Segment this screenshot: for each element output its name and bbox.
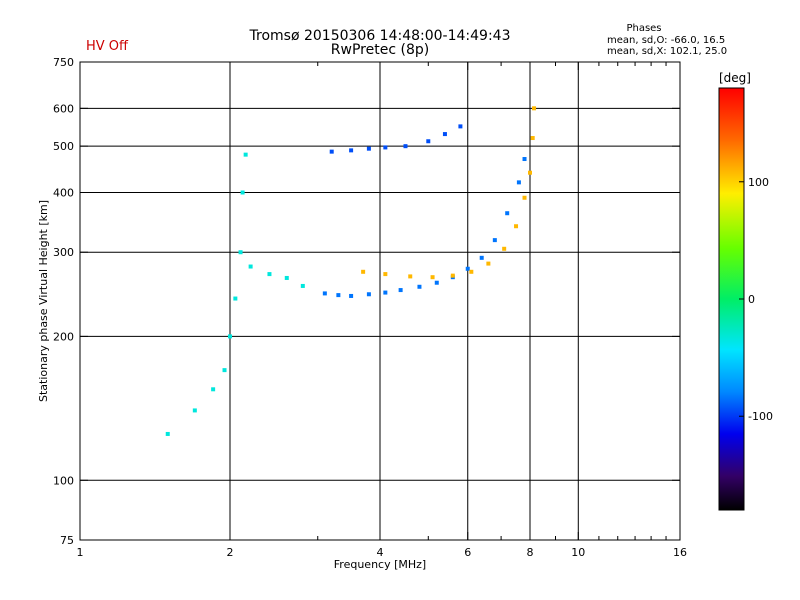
data-point — [233, 296, 238, 301]
axis-ticks: 1 2 4 6 8 10 16 75 100 200 300 400 500 600 750 — [53, 56, 687, 559]
data-point — [408, 274, 413, 279]
data-point — [300, 283, 305, 288]
y-axis-label: Stationary phase Virtual Height [km] — [37, 200, 50, 402]
y-tick-label: 75 — [60, 534, 74, 547]
data-point — [284, 275, 289, 280]
data-point — [361, 269, 366, 274]
data-point — [329, 149, 334, 154]
stats-heading: Phases — [626, 23, 661, 34]
data-point — [522, 195, 527, 200]
stats-o-mode: mean, sd,O: -66.0, 16.5 — [607, 35, 725, 46]
data-point — [240, 190, 245, 195]
data-point — [366, 292, 371, 297]
data-point — [492, 238, 497, 243]
colorbar-ticks: 100 0 -100 — [739, 176, 773, 423]
data-point — [383, 272, 388, 277]
data-point — [426, 139, 431, 144]
data-point — [383, 145, 388, 150]
colorbar-tick-label: 0 — [748, 293, 755, 306]
data-point — [366, 146, 371, 151]
data-point — [349, 293, 354, 298]
y-tick-label: 750 — [53, 56, 74, 69]
data-point — [248, 264, 253, 269]
data-point — [486, 261, 491, 266]
chart-title: Tromsø 20150306 14:48:00-14:49:43 — [249, 28, 511, 44]
x-tick-label: 2 — [227, 546, 234, 559]
y-tick-label: 400 — [53, 186, 74, 199]
data-point — [469, 269, 474, 274]
data-point — [528, 170, 532, 175]
data-point — [530, 136, 535, 141]
x-tick-label: 1 — [77, 546, 84, 559]
data-point — [336, 293, 341, 298]
data-point — [228, 334, 232, 339]
data-points — [165, 106, 537, 436]
data-point — [458, 124, 463, 129]
data-point — [349, 148, 354, 153]
data-point — [165, 431, 170, 436]
data-point — [238, 250, 243, 255]
data-point — [522, 157, 527, 162]
data-point — [479, 255, 484, 260]
x-tick-label: 6 — [464, 546, 471, 559]
data-point — [514, 224, 519, 229]
y-tick-label: 300 — [53, 246, 74, 259]
data-point — [465, 266, 470, 271]
data-point — [322, 291, 327, 296]
x-tick-label: 16 — [673, 546, 687, 559]
data-point — [516, 180, 521, 185]
x-tick-label: 8 — [527, 546, 534, 559]
colorbar-label: [deg] — [719, 71, 751, 85]
y-tick-label: 500 — [53, 140, 74, 153]
data-point — [403, 144, 408, 149]
y-tick-label: 100 — [53, 474, 74, 487]
hv-status-label: HV Off — [86, 39, 129, 54]
data-point — [211, 387, 216, 392]
data-point — [434, 280, 439, 285]
grid — [80, 62, 680, 540]
data-point — [222, 368, 227, 373]
data-point — [243, 152, 248, 157]
x-tick-label: 10 — [571, 546, 585, 559]
data-point — [267, 272, 272, 277]
data-point — [398, 288, 403, 293]
data-point — [192, 408, 197, 413]
data-point — [383, 290, 388, 295]
chart-subtitle: RwPretec (8p) — [331, 42, 429, 58]
data-point — [532, 106, 537, 111]
data-point — [505, 211, 510, 216]
data-point — [502, 246, 507, 251]
x-tick-label: 4 — [377, 546, 384, 559]
data-point — [442, 132, 447, 137]
colorbar-tick-label: -100 — [748, 410, 773, 423]
data-point — [430, 275, 435, 280]
x-axis-label: Frequency [MHz] — [334, 558, 426, 571]
y-tick-label: 600 — [53, 102, 74, 115]
data-point — [450, 273, 455, 278]
colorbar-tick-label: 100 — [748, 176, 769, 189]
y-tick-label: 200 — [53, 330, 74, 343]
data-point — [417, 284, 422, 289]
stats-x-mode: mean, sd,X: 102.1, 25.0 — [607, 46, 727, 57]
